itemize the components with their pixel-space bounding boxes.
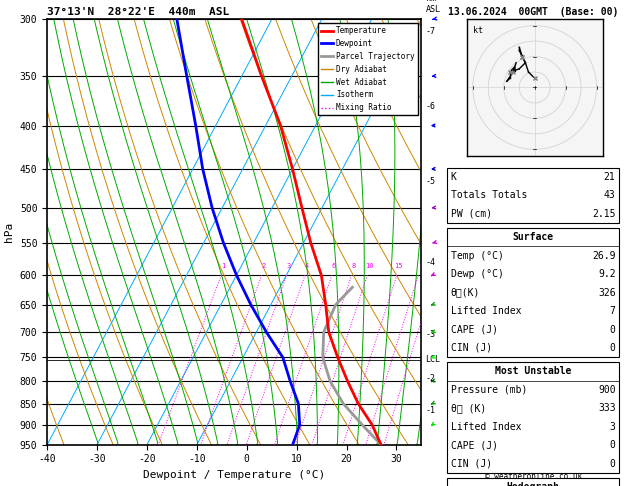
Text: -6: -6 <box>426 102 436 111</box>
Text: 0: 0 <box>610 343 616 353</box>
Text: 37°13'N  28°22'E  440m  ASL: 37°13'N 28°22'E 440m ASL <box>47 7 230 17</box>
Text: Lifted Index: Lifted Index <box>450 422 521 432</box>
Text: 13.06.2024  00GMT  (Base: 00): 13.06.2024 00GMT (Base: 00) <box>448 7 618 17</box>
Text: 0: 0 <box>610 440 616 450</box>
Text: Pressure (mb): Pressure (mb) <box>450 385 527 395</box>
Text: -3: -3 <box>426 330 436 339</box>
Text: 8: 8 <box>352 263 356 269</box>
Text: Temp (°C): Temp (°C) <box>450 251 503 260</box>
Text: 10: 10 <box>365 263 374 269</box>
Text: CAPE (J): CAPE (J) <box>450 440 498 450</box>
Text: © weatheronline.co.uk: © weatheronline.co.uk <box>484 472 582 481</box>
Text: 26.9: 26.9 <box>592 251 616 260</box>
Text: 4: 4 <box>305 263 309 269</box>
Text: 3: 3 <box>287 263 291 269</box>
Text: -4: -4 <box>426 258 436 267</box>
Text: 15: 15 <box>394 263 403 269</box>
Bar <box>447 168 619 223</box>
Text: CIN (J): CIN (J) <box>450 343 492 353</box>
Text: K: K <box>450 172 457 182</box>
Text: 0: 0 <box>610 325 616 334</box>
Text: Hodograph: Hodograph <box>506 482 560 486</box>
Bar <box>447 228 619 357</box>
Y-axis label: hPa: hPa <box>4 222 14 242</box>
Text: 6: 6 <box>332 263 336 269</box>
Text: -2: -2 <box>426 375 436 383</box>
Text: LCL: LCL <box>426 355 440 364</box>
Text: 43: 43 <box>604 191 616 200</box>
Text: 9.2: 9.2 <box>598 269 616 279</box>
Text: 326: 326 <box>598 288 616 297</box>
Text: 3: 3 <box>610 422 616 432</box>
Text: 0: 0 <box>610 459 616 469</box>
Legend: Temperature, Dewpoint, Parcel Trajectory, Dry Adiabat, Wet Adiabat, Isotherm, Mi: Temperature, Dewpoint, Parcel Trajectory… <box>318 23 418 115</box>
Text: Dewp (°C): Dewp (°C) <box>450 269 503 279</box>
Text: θᴇ (K): θᴇ (K) <box>450 403 486 413</box>
Text: -1: -1 <box>426 406 436 415</box>
Bar <box>447 478 619 486</box>
Text: Totals Totals: Totals Totals <box>450 191 527 200</box>
Text: -5: -5 <box>426 176 436 186</box>
Text: kt: kt <box>473 26 483 35</box>
Text: 2.15: 2.15 <box>592 209 616 219</box>
X-axis label: Dewpoint / Temperature (°C): Dewpoint / Temperature (°C) <box>143 470 325 480</box>
Text: ASL: ASL <box>426 5 440 14</box>
Text: 1: 1 <box>221 263 226 269</box>
Text: Most Unstable: Most Unstable <box>495 366 571 376</box>
Text: CAPE (J): CAPE (J) <box>450 325 498 334</box>
Bar <box>447 362 619 473</box>
Text: 21: 21 <box>604 172 616 182</box>
Text: Surface: Surface <box>513 232 554 242</box>
Text: 2: 2 <box>262 263 266 269</box>
Text: PW (cm): PW (cm) <box>450 209 492 219</box>
Text: -7: -7 <box>426 27 436 36</box>
Text: 900: 900 <box>598 385 616 395</box>
Text: km: km <box>426 0 436 3</box>
Text: CIN (J): CIN (J) <box>450 459 492 469</box>
Text: Lifted Index: Lifted Index <box>450 306 521 316</box>
Text: 333: 333 <box>598 403 616 413</box>
Text: 7: 7 <box>610 306 616 316</box>
Text: θᴇ(K): θᴇ(K) <box>450 288 480 297</box>
